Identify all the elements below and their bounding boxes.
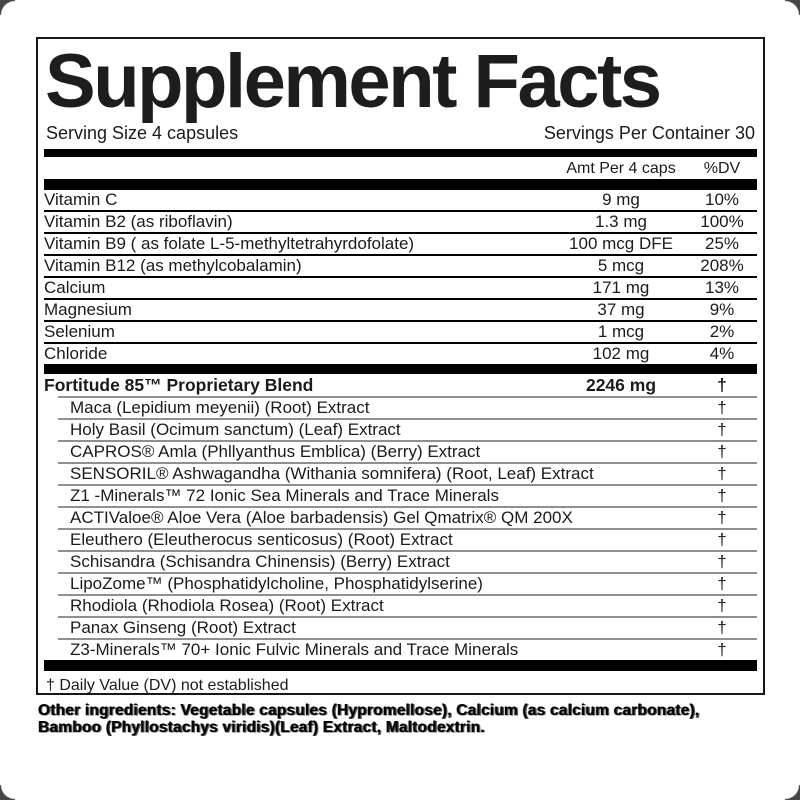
nutrient-amount: 37 mg <box>597 300 645 319</box>
blend-ingredient-name: SENSORIL® Ashwagandha (Withania somnifer… <box>70 464 594 483</box>
nutrient-dv: 4% <box>709 344 735 363</box>
blend-ingredient-dagger: † <box>717 420 727 439</box>
nutrient-row: Chloride 102 mg 4% <box>44 342 757 364</box>
blend-ingredient-name: Z3-Minerals™ 70+ Ionic Fulvic Minerals a… <box>70 640 519 659</box>
nutrient-row: Vitamin B2 (as riboflavin) 1.3 mg 100% <box>44 210 757 232</box>
blend-ingredient-dagger: † <box>717 640 727 659</box>
nutrient-row: Vitamin B12 (as methylcobalamin) 5 mcg 2… <box>44 254 757 276</box>
nutrient-amount: 1.3 mg <box>595 212 647 231</box>
thick-divider-bar <box>44 179 757 190</box>
blend-ingredient-name: LipoZome™ (Phosphatidylcholine, Phosphat… <box>70 574 483 593</box>
blend-ingredient-dagger: † <box>717 596 727 615</box>
nutrient-dv: 10% <box>704 190 740 209</box>
serving-info-row: Serving Size 4 capsules Servings Per Con… <box>44 121 757 148</box>
blend-ingredient-list: Maca (Lepidium meyenii) (Root) Extract †… <box>44 396 757 660</box>
blend-ingredient-name: Holy Basil (Ocimum sanctum) (Leaf) Extra… <box>70 420 401 439</box>
blend-ingredient-name: Maca (Lepidium meyenii) (Root) Extract <box>70 398 370 417</box>
nutrient-row: Selenium 1 mcg 2% <box>44 320 757 342</box>
blend-ingredient-row: LipoZome™ (Phosphatidylcholine, Phosphat… <box>58 572 757 594</box>
blend-ingredient-name: Eleuthero (Eleutherocus senticosus) (Roo… <box>70 530 453 549</box>
blend-ingredient-dagger: † <box>717 530 727 549</box>
page-corner-bottom-left <box>0 785 15 800</box>
blend-ingredient-dagger: † <box>717 442 727 461</box>
nutrient-row: Magnesium 37 mg 9% <box>44 298 757 320</box>
nutrient-amount: 171 mg <box>592 278 650 297</box>
panel-title: Supplement Facts <box>45 39 662 124</box>
nutrient-name: Vitamin B2 (as riboflavin) <box>44 212 233 231</box>
thick-divider-bar <box>44 364 757 374</box>
nutrient-name: Vitamin B9 ( as folate L-5-methyltetrahy… <box>44 234 415 253</box>
page-corner-top-right <box>785 0 800 15</box>
nutrient-amount: 5 mcg <box>597 256 645 275</box>
nutrient-name: Vitamin B12 (as methylcobalamin) <box>44 256 302 275</box>
nutrient-dv: 100% <box>700 212 744 231</box>
column-header-dv: %DV <box>703 160 741 177</box>
blend-ingredient-name: Z1 -Minerals™ 72 Ionic Sea Minerals and … <box>70 486 499 505</box>
blend-ingredient-name: ACTIValoe® Aloe Vera (Aloe barbadensis) … <box>70 508 573 527</box>
daily-value-footnote: † Daily Value (DV) not established <box>46 677 289 694</box>
blend-ingredient-dagger: † <box>717 552 727 571</box>
supplement-facts-panel: Supplement Facts Serving Size 4 capsules… <box>36 37 765 695</box>
nutrient-dv: 208% <box>700 256 744 275</box>
proprietary-blend-header-row: Fortitude 85™ Proprietary Blend 2246 mg … <box>44 374 757 396</box>
blend-ingredient-dagger: † <box>717 398 727 417</box>
blend-dv-dagger: † <box>717 375 727 395</box>
page-corner-bottom-right <box>785 785 800 800</box>
nutrient-amount: 9 mg <box>602 190 640 209</box>
blend-name: Fortitude 85™ Proprietary Blend <box>44 375 314 395</box>
blend-ingredient-row: SENSORIL® Ashwagandha (Withania somnifer… <box>58 462 757 484</box>
blend-amount: 2246 mg <box>585 375 657 395</box>
thick-divider-bar <box>44 660 757 671</box>
nutrient-dv: 9% <box>709 300 735 319</box>
nutrient-name: Vitamin C <box>44 190 118 209</box>
blend-ingredient-name: Rhodiola (Rhodiola Rosea) (Root) Extract <box>70 596 384 615</box>
nutrient-dv: 25% <box>704 234 740 253</box>
nutrient-name: Selenium <box>44 322 115 341</box>
nutrient-name: Calcium <box>44 278 106 297</box>
nutrient-dv: 2% <box>709 322 735 341</box>
serving-size: Serving Size 4 capsules <box>46 123 239 143</box>
blend-ingredient-row: Eleuthero (Eleutherocus senticosus) (Roo… <box>58 528 757 550</box>
servings-per-container: Servings Per Container 30 <box>543 123 755 143</box>
nutrient-row: Vitamin B9 ( as folate L-5-methyltetrahy… <box>44 232 757 254</box>
nutrient-row: Vitamin C 9 mg 10% <box>44 190 757 210</box>
nutrient-amount: 102 mg <box>592 344 650 363</box>
blend-ingredient-row: Maca (Lepidium meyenii) (Root) Extract † <box>58 396 757 418</box>
blend-ingredient-dagger: † <box>717 574 727 593</box>
thick-divider-bar <box>44 149 757 157</box>
blend-ingredient-row: Schisandra (Schisandra Chinensis) (Berry… <box>58 550 757 572</box>
blend-ingredient-row: Z3-Minerals™ 70+ Ionic Fulvic Minerals a… <box>58 638 757 660</box>
blend-ingredient-name: Panax Ginseng (Root) Extract <box>70 618 296 637</box>
column-header-row: Amt Per 4 caps %DV <box>44 160 757 178</box>
blend-ingredient-dagger: † <box>717 464 727 483</box>
nutrient-amount: 100 mcg DFE <box>569 234 673 253</box>
blend-ingredient-row: CAPROS® Amla (Phllyanthus Emblica) (Berr… <box>58 440 757 462</box>
blend-ingredient-name: CAPROS® Amla (Phllyanthus Emblica) (Berr… <box>70 442 481 461</box>
blend-ingredient-row: Z1 -Minerals™ 72 Ionic Sea Minerals and … <box>58 484 757 506</box>
page-corner-top-left <box>0 0 15 15</box>
nutrient-name: Magnesium <box>44 300 132 319</box>
blend-ingredient-dagger: † <box>717 508 727 527</box>
nutrient-row: Calcium 171 mg 13% <box>44 276 757 298</box>
column-header-amount: Amt Per 4 caps <box>566 160 676 177</box>
blend-ingredient-row: Holy Basil (Ocimum sanctum) (Leaf) Extra… <box>58 418 757 440</box>
blend-ingredient-name: Schisandra (Schisandra Chinensis) (Berry… <box>70 552 450 571</box>
nutrient-amount: 1 mcg <box>597 322 645 341</box>
blend-ingredient-dagger: † <box>717 486 727 505</box>
blend-ingredient-row: ACTIValoe® Aloe Vera (Aloe barbadensis) … <box>58 506 757 528</box>
other-ingredients-text: Other ingredients: Vegetable capsules (H… <box>38 702 700 736</box>
nutrient-list: Vitamin C 9 mg 10% Vitamin B2 (as ribofl… <box>44 190 757 364</box>
blend-ingredient-row: Rhodiola (Rhodiola Rosea) (Root) Extract… <box>58 594 757 616</box>
nutrient-dv: 13% <box>704 278 740 297</box>
blend-ingredient-row: Panax Ginseng (Root) Extract † <box>58 616 757 638</box>
blend-ingredient-dagger: † <box>717 618 727 637</box>
nutrient-name: Chloride <box>44 344 108 363</box>
